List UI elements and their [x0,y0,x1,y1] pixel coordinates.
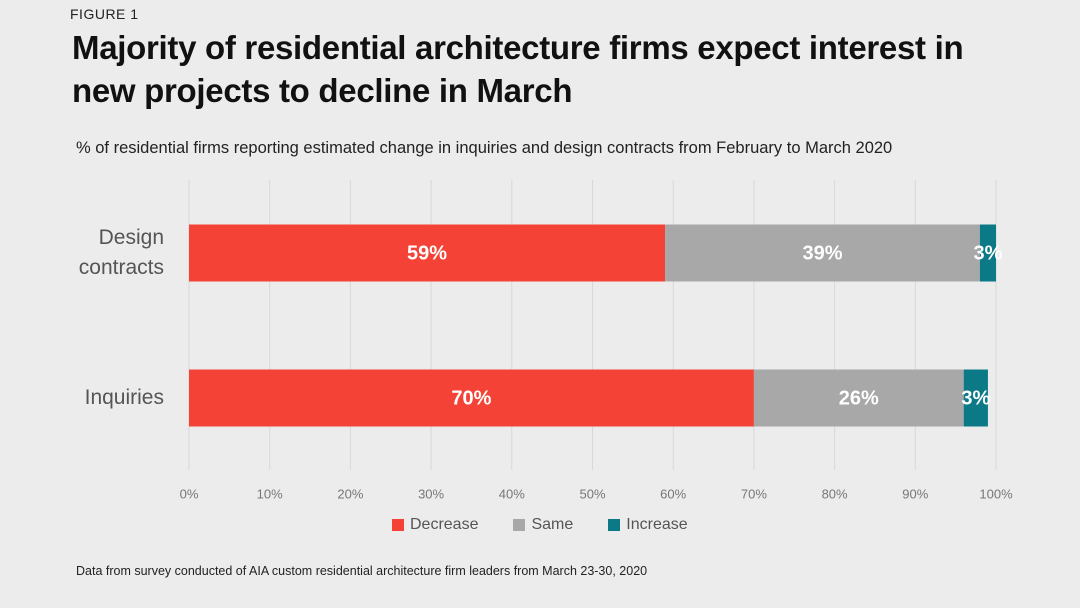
legend-label-same: Same [531,516,574,533]
x-tick-label: 30% [418,486,444,501]
bar-decrease-inquiries [189,369,754,427]
legend-swatch-same [513,519,526,531]
category-label-line: Inquiries [85,386,164,409]
category-label-line: Design [99,226,164,249]
chart-title: Majority of residential architecture fir… [72,29,964,109]
x-tick-label: 10% [257,486,283,501]
footnote: Data from survey conducted of AIA custom… [76,564,648,578]
bar-decrease-design-contracts [189,224,666,282]
x-tick-label: 90% [902,486,928,501]
data-label: 26% [839,387,879,409]
legend-label-increase: Increase [626,516,688,533]
x-tick-label: 60% [660,486,686,501]
chart-subtitle: % of residential firms reporting estimat… [76,139,893,157]
bar-same-inquiries [753,369,964,427]
bar-increase-design-contracts [979,224,996,282]
data-label: 39% [802,242,842,264]
bar-same-design-contracts [665,224,980,282]
x-tick-label: 70% [741,486,767,501]
data-label: 3% [961,387,990,409]
x-tick-label: 20% [337,486,363,501]
x-tick-label: 0% [180,486,199,501]
figure-label: FIGURE 1 [70,6,139,22]
legend-item-increase: Increase [608,516,688,534]
data-label: 70% [451,387,491,409]
legend-swatch-increase [608,519,621,531]
chart-legend: Decrease Same Increase [392,516,723,534]
category-label-line: contracts [79,256,164,279]
category-label: Inquiries [85,386,164,409]
x-tick-label: 80% [822,486,848,501]
legend-item-decrease: Decrease [392,516,478,534]
legend-swatch-decrease [392,519,404,531]
legend-item-same: Same [513,516,573,534]
data-label: 3% [973,242,1002,264]
category-label: Design contracts [79,226,164,279]
data-label: 59% [407,242,447,264]
x-tick-label: 50% [579,486,605,501]
x-tick-label: 100% [979,486,1013,501]
bar-increase-inquiries [963,369,988,427]
x-tick-label: 40% [499,486,525,501]
legend-label-decrease: Decrease [410,516,479,533]
